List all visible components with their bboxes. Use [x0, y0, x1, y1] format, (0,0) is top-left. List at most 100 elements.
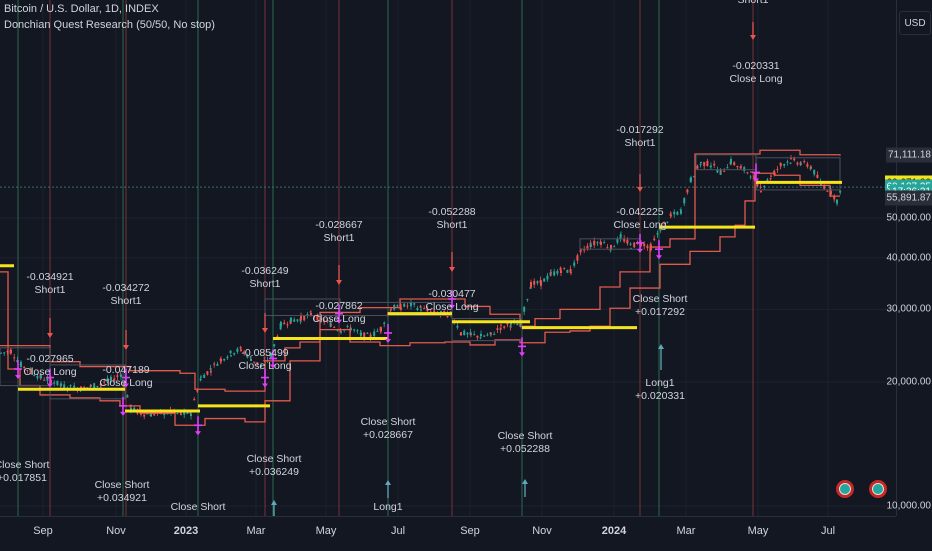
time-tick-label: Mar	[247, 525, 266, 537]
candle	[653, 239, 655, 241]
candle	[20, 362, 22, 367]
candle	[810, 167, 812, 169]
annotation-line: Close Short	[171, 501, 226, 514]
candle	[176, 413, 178, 414]
currency-button[interactable]: USD	[899, 11, 931, 35]
chart-pane[interactable]: Bitcoin / U.S. Dollar, 1D, INDEX Donchia…	[0, 0, 896, 516]
annotation-line: -0.030477	[425, 288, 478, 301]
annotation-line: Short1	[102, 295, 149, 308]
candle	[526, 299, 528, 300]
candle	[656, 233, 658, 234]
candle	[633, 243, 635, 248]
annotation-line: -0.042225	[613, 206, 666, 219]
candle	[800, 164, 802, 165]
candle	[296, 319, 298, 320]
candle	[290, 317, 292, 321]
candle	[823, 186, 825, 189]
candle	[686, 190, 688, 193]
trade-marker	[120, 412, 126, 416]
candle	[726, 167, 728, 168]
candle	[536, 281, 538, 283]
candle	[523, 307, 525, 312]
candle	[730, 159, 732, 164]
candle	[563, 268, 565, 269]
candle	[746, 172, 748, 173]
candle	[280, 322, 282, 326]
trade-annotation: Close Short+0.034921	[95, 479, 150, 505]
annotation-line: Close Short	[361, 416, 416, 429]
annotation-line: -0.028667	[315, 219, 362, 232]
candle	[153, 414, 155, 416]
candle	[300, 316, 302, 320]
candle	[836, 200, 838, 204]
candle	[643, 244, 645, 246]
candle	[516, 323, 518, 325]
event-icon[interactable]	[836, 480, 854, 498]
candle	[473, 334, 475, 335]
candle	[700, 164, 702, 165]
candle	[226, 357, 228, 358]
candle	[43, 380, 45, 381]
candle	[230, 355, 232, 356]
candle	[486, 335, 488, 336]
candle	[646, 246, 648, 248]
candle	[763, 186, 765, 187]
candle	[60, 383, 62, 386]
annotation-line: +0.028667	[361, 429, 416, 442]
event-icon[interactable]	[869, 480, 887, 498]
annotation-line: Long1	[373, 501, 402, 514]
candle	[496, 328, 498, 330]
candle	[416, 308, 418, 310]
candle	[550, 272, 552, 273]
annotation-line: Short1	[315, 232, 362, 245]
candle	[626, 240, 628, 244]
annotation-line: -0.047189	[99, 364, 152, 377]
candle	[783, 164, 785, 166]
candle	[93, 383, 95, 388]
candle	[390, 310, 392, 311]
price-tick-label: 20,000.00	[887, 376, 932, 387]
candle	[483, 336, 485, 337]
candle	[220, 359, 222, 362]
candle	[456, 326, 458, 328]
candle	[573, 263, 575, 266]
candle	[543, 278, 545, 281]
annotation-line: Close Short	[633, 293, 688, 306]
annotation-line: Close Long	[23, 366, 76, 379]
time-tick-label: Mar	[677, 525, 696, 537]
candle	[493, 334, 495, 335]
candle	[696, 166, 698, 169]
annotation-line: Close Short	[247, 453, 302, 466]
candle	[780, 164, 782, 165]
time-tick-label: Sep	[460, 525, 480, 537]
candle	[373, 332, 375, 337]
candle	[736, 166, 738, 167]
candle	[803, 161, 805, 162]
candle	[796, 163, 798, 165]
annotation-line: Close Short	[95, 479, 150, 492]
annotation-line: -0.027965	[23, 353, 76, 366]
candle	[143, 415, 145, 417]
candle	[230, 351, 232, 354]
candle	[203, 375, 205, 378]
symbol-title: Bitcoin / U.S. Dollar, 1D, INDEX	[4, 3, 159, 15]
candle	[180, 414, 182, 415]
candle	[420, 309, 422, 310]
annotation-line: -0.020331	[729, 60, 782, 73]
candle	[590, 245, 592, 247]
candle	[610, 245, 612, 249]
short-entry-arrow	[47, 333, 53, 338]
candle	[460, 332, 462, 335]
candle	[570, 269, 572, 273]
candle	[786, 162, 788, 163]
candle	[340, 332, 342, 333]
trade-marker	[656, 255, 662, 259]
candle	[673, 212, 675, 214]
